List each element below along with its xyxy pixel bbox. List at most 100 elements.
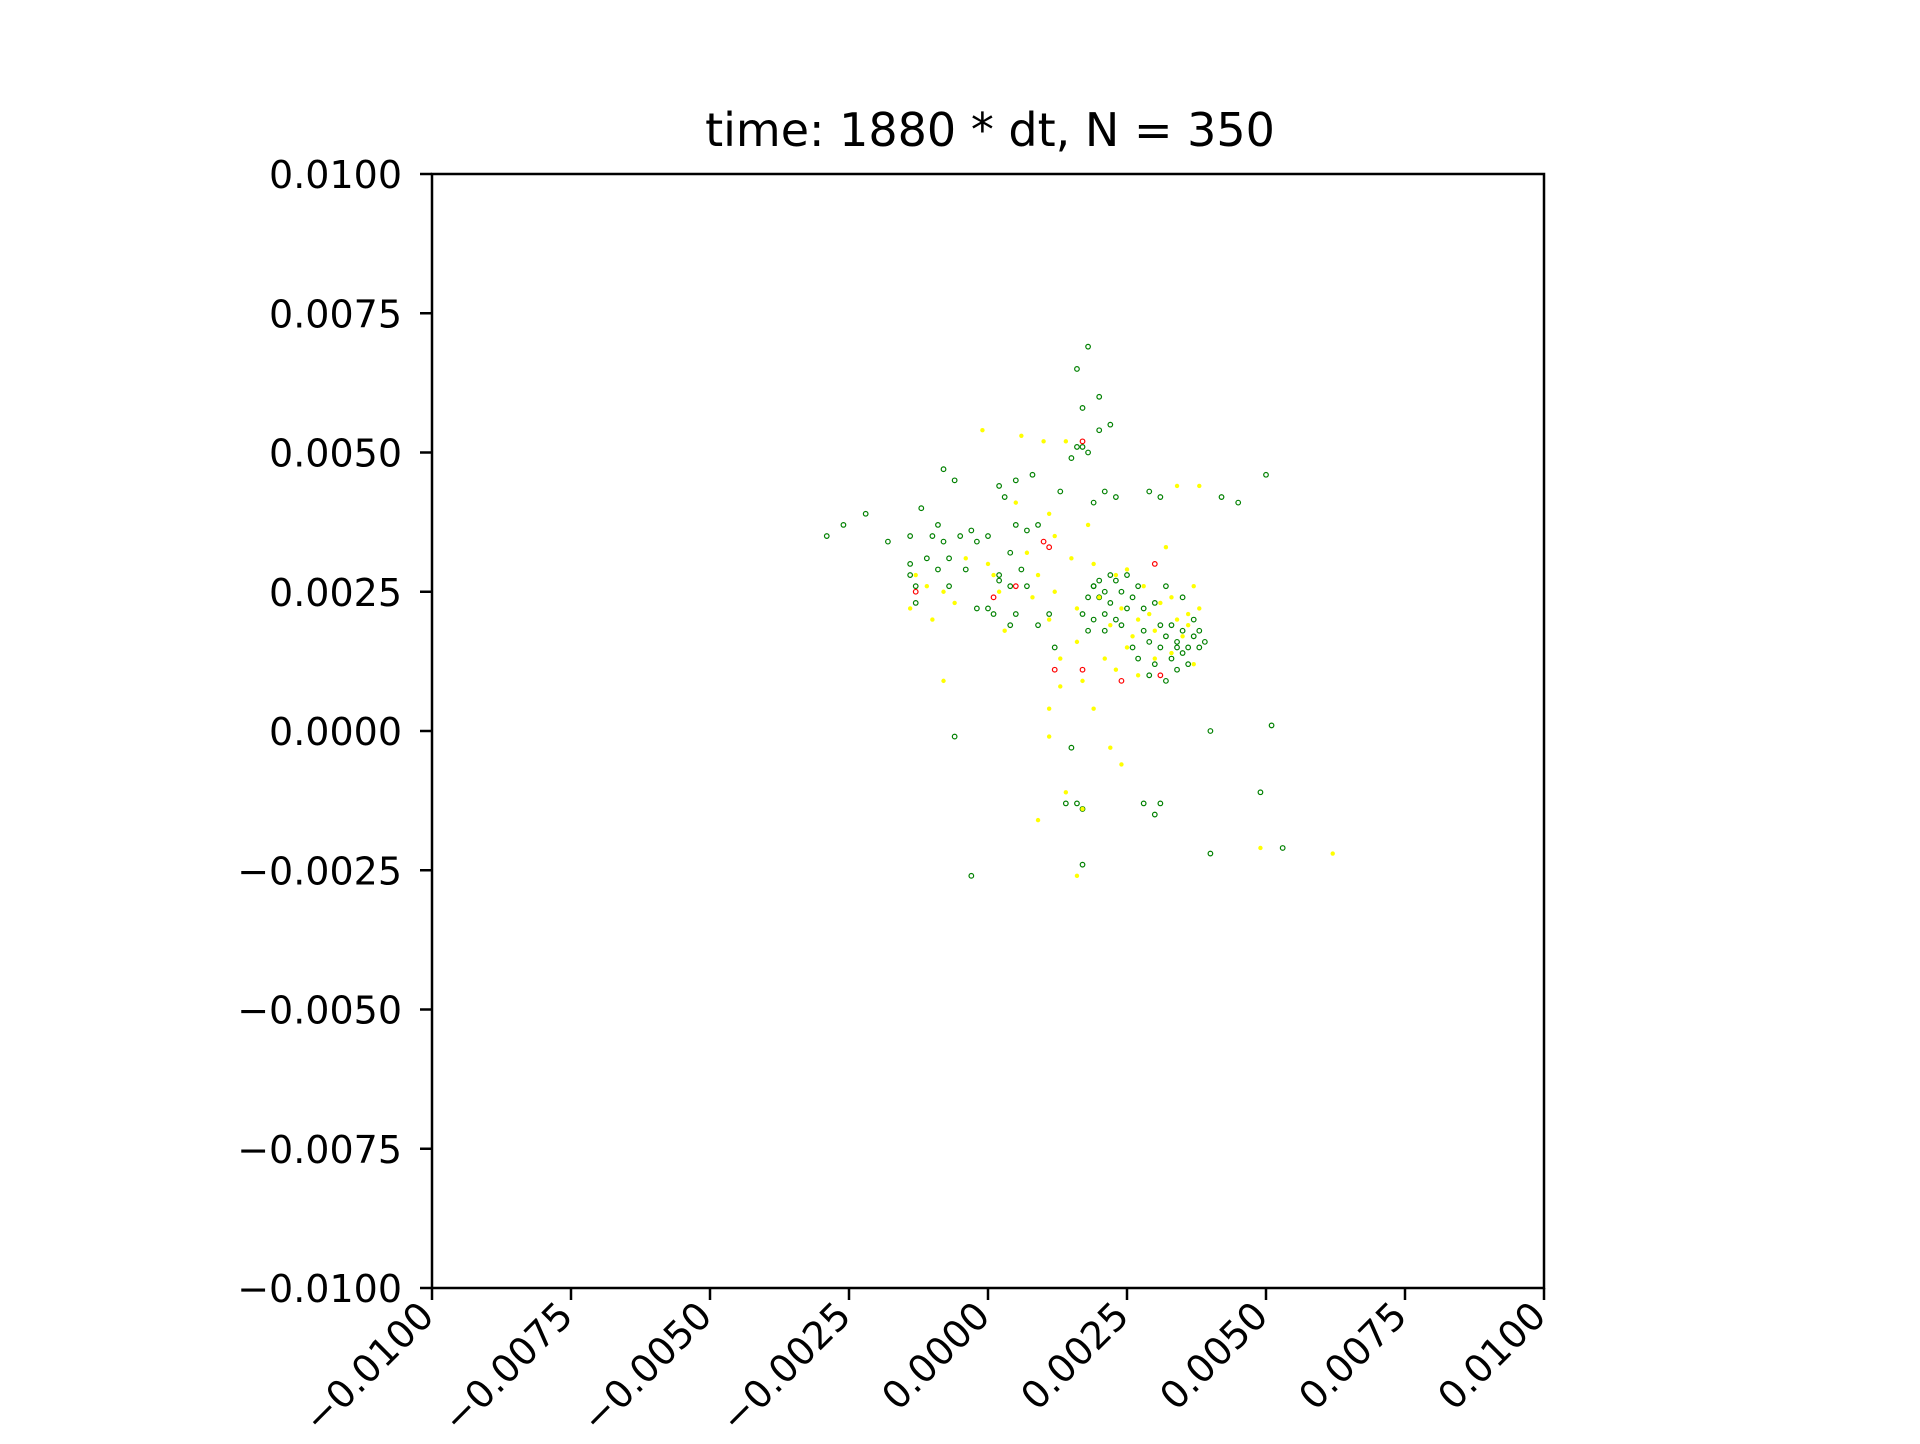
data-point (1085, 522, 1091, 528)
data-point (1174, 617, 1180, 622)
data-point (1119, 762, 1124, 767)
data-point (1007, 583, 1014, 590)
data-point (1279, 845, 1286, 851)
data-point (1040, 538, 1047, 545)
data-point (1058, 684, 1063, 689)
data-point (862, 510, 869, 517)
data-point (1179, 627, 1186, 634)
data-point (1046, 611, 1053, 617)
data-point (1163, 677, 1169, 684)
data-point (990, 594, 997, 601)
data-point (1030, 595, 1035, 600)
data-point (1079, 444, 1086, 450)
data-point (1191, 661, 1196, 667)
data-point (1129, 644, 1136, 651)
data-point (1101, 627, 1108, 634)
data-point (907, 533, 914, 539)
data-point (1090, 499, 1097, 506)
data-point (1068, 744, 1075, 751)
data-point (1118, 677, 1125, 684)
data-point (1157, 494, 1164, 500)
data-point (952, 600, 957, 606)
data-point (1174, 666, 1180, 673)
data-point (1046, 617, 1052, 622)
series-1 (907, 428, 1335, 879)
data-point (951, 733, 958, 740)
data-point (951, 477, 958, 484)
y-tick-label: 0.0075 (269, 292, 402, 336)
data-point (1174, 638, 1180, 645)
data-point (941, 589, 946, 594)
data-point (1124, 645, 1130, 650)
data-point (996, 483, 1003, 489)
data-point (1029, 471, 1036, 478)
data-point (1146, 672, 1153, 679)
data-point (973, 605, 980, 612)
data-point (1107, 599, 1114, 606)
y-tick-label: −0.0025 (237, 849, 402, 893)
data-point (1012, 522, 1019, 528)
data-point (1007, 622, 1014, 629)
y-tick-label: 0.0050 (269, 432, 402, 476)
data-point (1157, 672, 1164, 679)
y-tick-label: 0.0100 (269, 153, 402, 197)
data-point (1085, 449, 1091, 456)
data-point (1146, 488, 1153, 495)
data-point (1074, 800, 1080, 807)
data-point (1168, 622, 1175, 629)
data-point (1152, 628, 1158, 633)
data-point (1196, 644, 1203, 651)
data-point (823, 533, 830, 539)
data-point (1113, 667, 1119, 672)
data-point (1218, 494, 1225, 500)
data-point (1129, 594, 1136, 601)
data-point (1179, 650, 1186, 656)
data-point (973, 538, 980, 545)
data-point (1062, 800, 1069, 807)
data-point (968, 872, 975, 879)
plot-area (432, 174, 1544, 1288)
data-point (1157, 800, 1164, 807)
data-point (918, 505, 925, 512)
data-point (1035, 622, 1041, 629)
data-point (912, 583, 919, 590)
data-point (1096, 427, 1103, 434)
data-point (1201, 638, 1208, 645)
data-point (1168, 655, 1175, 662)
data-point (1046, 544, 1053, 551)
data-point (1096, 594, 1103, 601)
data-point (1163, 583, 1169, 590)
y-tick-label: −0.0050 (237, 989, 402, 1033)
data-point (1019, 433, 1024, 438)
data-point (1140, 605, 1147, 612)
data-point (1074, 606, 1080, 611)
data-point (1080, 678, 1085, 684)
data-point (1169, 595, 1174, 600)
data-point (985, 605, 991, 612)
data-point (1157, 644, 1164, 651)
data-point (1151, 561, 1158, 567)
data-point (1091, 561, 1096, 567)
data-point (990, 611, 997, 617)
data-point (1169, 650, 1174, 656)
data-point (1174, 483, 1180, 489)
data-point (1163, 633, 1169, 640)
data-point (1185, 644, 1192, 651)
data-point (1190, 616, 1197, 623)
data-point (1113, 572, 1119, 578)
data-point (924, 583, 930, 589)
data-point (940, 466, 947, 473)
data-point (1118, 622, 1125, 629)
data-point (913, 572, 918, 578)
data-point (1179, 594, 1186, 601)
data-point (946, 555, 952, 562)
data-point (1090, 616, 1097, 623)
data-point (1257, 789, 1264, 796)
data-point (1074, 444, 1080, 450)
data-point (1197, 606, 1202, 611)
data-point (1051, 666, 1058, 673)
data-point (1051, 644, 1058, 651)
data-point (1041, 439, 1046, 444)
